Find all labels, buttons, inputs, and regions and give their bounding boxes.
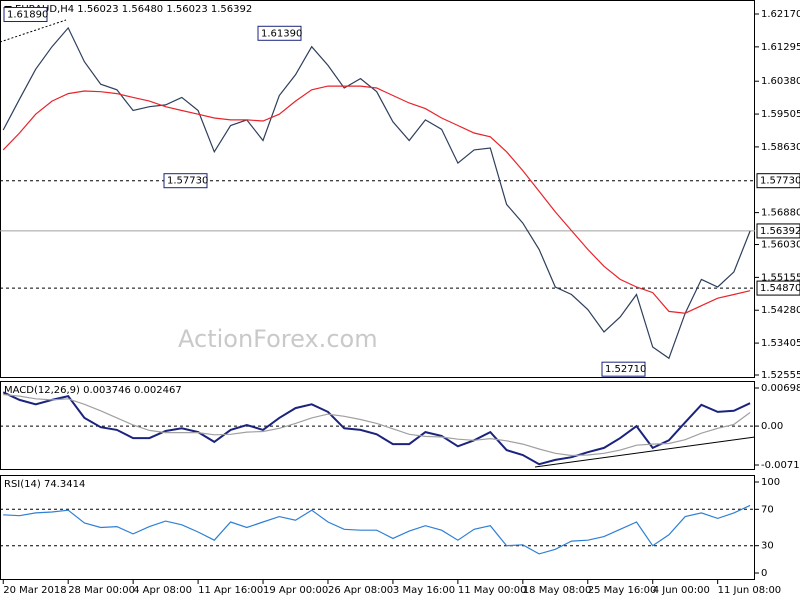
trend-line xyxy=(0,19,67,43)
annotation-label: 1.61390 xyxy=(261,28,302,39)
y-tick-label: 1.61295 xyxy=(761,42,800,53)
y-tick-label: 30 xyxy=(761,541,774,552)
chart-title: EURAUD,H4 1.56023 1.56480 1.56023 1.5639… xyxy=(15,4,252,15)
series-line xyxy=(2,85,751,314)
x-tick-label: 4 Jun 00:00 xyxy=(653,585,710,596)
y-tick-label: 70 xyxy=(761,504,774,515)
x-tick-label: 3 May 16:00 xyxy=(393,585,455,596)
current-price-label: 1.56392 xyxy=(760,226,800,237)
annotation-label: 1.52710 xyxy=(605,364,646,375)
level-label: 1.54870 xyxy=(760,283,800,294)
panel-frame xyxy=(0,475,755,580)
x-tick-label: 20 Mar 2018 xyxy=(3,585,66,596)
panel-frame xyxy=(0,0,755,378)
y-tick-label: 0 xyxy=(761,568,767,579)
annotation-box xyxy=(601,361,646,377)
watermark: ActionForex.com xyxy=(178,325,378,353)
x-tick-label: 26 Apr 08:00 xyxy=(328,585,393,596)
x-tick-label: 19 Apr 00:00 xyxy=(263,585,328,596)
x-tick-label: 18 May 08:00 xyxy=(523,585,592,596)
level-label-box xyxy=(756,280,800,296)
y-tick-label: 100 xyxy=(761,477,780,488)
x-tick-label: 28 Mar 00:00 xyxy=(68,585,135,596)
current-price-label-box xyxy=(756,223,800,239)
annotation-box xyxy=(257,25,302,41)
series-line xyxy=(2,26,751,360)
panel-frame xyxy=(0,381,755,470)
annotation-box xyxy=(163,173,208,189)
annotation-label: 1.57730 xyxy=(167,176,208,187)
y-tick-label: 0.00 xyxy=(761,421,783,432)
series-line xyxy=(3,393,751,457)
annotation-label: 1.61890 xyxy=(7,10,48,21)
y-tick-label: 0.00698 xyxy=(761,383,800,394)
macd-title: MACD(12,26,9) 0.003746 0.002467 xyxy=(4,385,182,396)
y-tick-label: 1.60380 xyxy=(761,76,800,87)
y-tick-label: 1.59505 xyxy=(761,109,800,120)
y-tick-label: 1.56030 xyxy=(761,240,800,251)
macd-trend-line xyxy=(534,436,756,468)
y-tick-label: 1.54280 xyxy=(761,305,800,316)
x-tick-label: 25 May 16:00 xyxy=(588,585,657,596)
level-label: 1.57730 xyxy=(760,176,800,187)
level-label-box xyxy=(756,173,800,189)
y-tick-label: 1.62170 xyxy=(761,9,800,20)
annotation-box xyxy=(3,7,48,23)
x-tick-label: 11 Apr 16:00 xyxy=(198,585,263,596)
y-tick-label: 1.55155 xyxy=(761,272,800,283)
y-tick-label: 1.56880 xyxy=(761,208,800,219)
y-tick-label: 1.53405 xyxy=(761,338,800,349)
series-line xyxy=(3,504,751,555)
rsi-title: RSI(14) 74.3414 xyxy=(4,479,85,490)
y-tick-label: 1.58630 xyxy=(761,142,800,153)
x-tick-label: 11 May 00:00 xyxy=(458,585,527,596)
y-tick-label: 1.52555 xyxy=(761,370,800,381)
x-tick-label: 11 Jun 08:00 xyxy=(718,585,782,596)
y-tick-label: -0.00713 xyxy=(761,460,800,471)
series-line xyxy=(2,391,751,466)
x-tick-label: 4 Apr 08:00 xyxy=(133,585,192,596)
